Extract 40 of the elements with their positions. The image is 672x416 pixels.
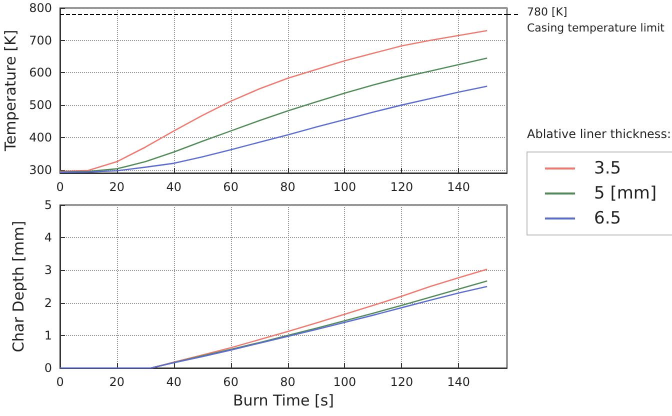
ref-line-label: 780 [K]: [527, 5, 568, 18]
y-tick-label: 3: [44, 263, 52, 278]
y-tick-label: 2: [44, 296, 52, 310]
y-tick-label: 800: [29, 1, 52, 15]
x-tick-label: 0: [56, 180, 64, 194]
y-tick-label: 0: [44, 361, 52, 375]
x-tick-label: 100: [333, 375, 356, 389]
x-tick-label: 120: [390, 375, 414, 389]
x-tick-label: 60: [223, 375, 238, 389]
y-axis-title: Char Depth [mm]: [10, 220, 28, 352]
line-series: [59, 86, 488, 174]
text: Casing temperature limit: [527, 21, 666, 34]
y-tick-label: 700: [29, 33, 52, 48]
x-tick-label: 140: [447, 180, 470, 194]
x-tick-label: 80: [280, 375, 296, 389]
y-tick-label: 5: [44, 198, 52, 212]
legend-title: Ablative liner thickness:: [527, 127, 671, 141]
y-tick-label: 300: [29, 162, 52, 177]
y-tick-label: 4: [44, 230, 52, 245]
legend-label: 5 [mm]: [594, 184, 657, 204]
y-axis-title: Temperature [K]: [2, 30, 20, 152]
x-tick-label: 80: [280, 180, 296, 194]
x-tick-label: 20: [109, 375, 125, 389]
y-tick-label: 500: [29, 98, 52, 112]
line-series: [59, 30, 488, 172]
x-tick-label: 40: [166, 375, 182, 389]
x-axis-title: Burn Time [s]: [233, 391, 334, 410]
line-series: [59, 286, 488, 369]
y-tick-label: 1: [44, 328, 52, 342]
x-tick-label: 100: [333, 180, 356, 194]
legend-label: 3.5: [594, 158, 622, 178]
x-tick-label: 40: [166, 180, 182, 194]
y-tick-label: 600: [29, 66, 52, 80]
legend-label: 6.5: [594, 208, 622, 228]
x-tick-label: 0: [56, 375, 64, 389]
x-tick-label: 120: [390, 180, 414, 194]
x-tick-label: 20: [109, 180, 125, 194]
x-tick-label: 60: [223, 180, 238, 194]
y-tick-label: 400: [29, 130, 52, 144]
x-tick-label: 140: [447, 375, 470, 389]
